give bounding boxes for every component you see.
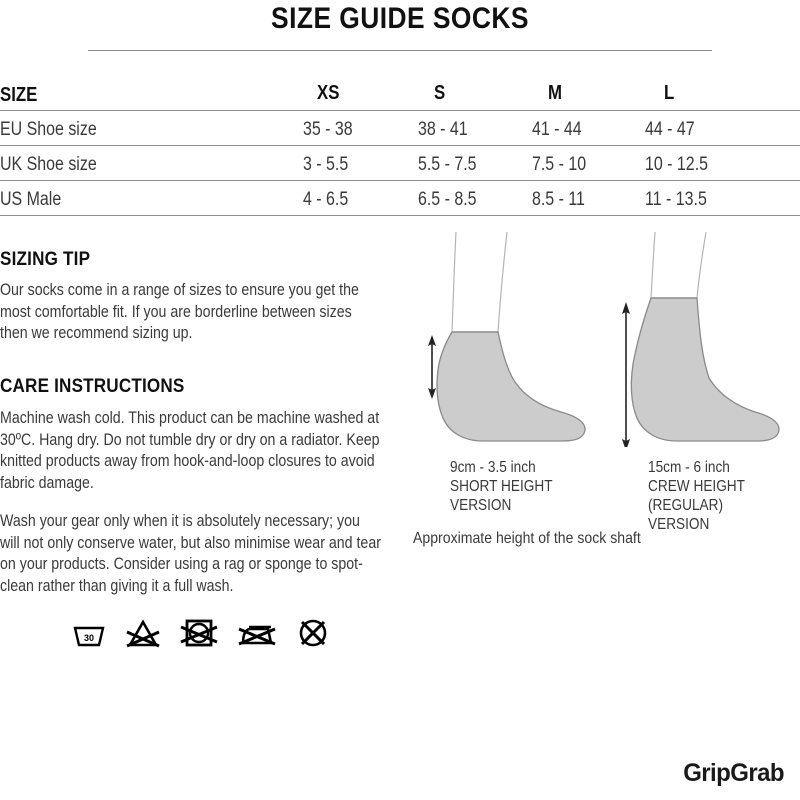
do-not-dry-clean-icon (296, 618, 330, 650)
table-rule-2 (0, 180, 800, 181)
sock-caption-short-name-2: VERSION (450, 497, 512, 514)
row-label-uk: UK Shoe size (0, 154, 97, 175)
brand-logo: GripGrab (683, 759, 784, 787)
table-rule-header (0, 110, 800, 111)
sock-shaft-note: Approximate height of the sock shaft (413, 530, 641, 547)
cell-uk-s: 5.5 - 7.5 (418, 154, 477, 175)
sizing-tip-body: Our socks come in a range of sizes to en… (0, 281, 359, 342)
sock-figure-crew (607, 231, 797, 452)
do-not-bleach-icon (125, 618, 161, 650)
sock-caption-short-measurement: 9cm - 3.5 inch (450, 459, 536, 476)
row-label-us: US Male (0, 189, 62, 210)
cell-eu-s: 38 - 41 (418, 119, 468, 140)
care-instructions-paragraph-1: Machine wash cold. This product can be m… (0, 409, 380, 492)
page-title: SIZE GUIDE SOCKS (271, 2, 529, 35)
sock-caption-crew-name-2: (REGULAR) VERSION (648, 497, 724, 533)
sizing-tip-heading: SIZING TIP (0, 249, 91, 270)
table-header-l: L (664, 82, 675, 104)
table-row: UK Shoe size 3 - 5.5 5.5 - 7.5 7.5 - 10 … (0, 147, 800, 181)
cell-us-s: 6.5 - 8.5 (418, 189, 477, 210)
cell-uk-xs: 3 - 5.5 (303, 154, 349, 175)
cell-us-xs: 4 - 6.5 (303, 189, 349, 210)
cell-us-l: 11 - 13.5 (645, 189, 707, 210)
height-arrow-short (428, 335, 436, 399)
table-row: US Male 4 - 6.5 6.5 - 8.5 8.5 - 11 11 - … (0, 182, 800, 216)
cell-uk-m: 7.5 - 10 (532, 154, 587, 175)
cell-eu-m: 41 - 44 (532, 119, 582, 140)
sock-caption-crew-measurement: 15cm - 6 inch (648, 459, 730, 476)
height-arrow-crew (622, 302, 630, 451)
table-header-s: S (434, 82, 446, 104)
wash-30-icon: 30 (72, 619, 106, 649)
table-header-size: SIZE (0, 84, 38, 106)
care-symbols-row: 30 (72, 618, 330, 650)
table-rule-bottom (0, 215, 800, 216)
table-rule-1 (0, 145, 800, 146)
care-instructions-paragraph-2: Wash your gear only when it is absolutel… (0, 512, 381, 595)
care-instructions-heading: CARE INSTRUCTIONS (0, 376, 185, 397)
do-not-iron-icon (237, 618, 277, 650)
cell-eu-l: 44 - 47 (645, 119, 695, 140)
sock-figure-short (413, 231, 603, 452)
wash-temperature-label: 30 (84, 633, 94, 643)
row-label-eu: EU Shoe size (0, 119, 97, 140)
table-header-xs: XS (317, 82, 340, 104)
table-header-row: SIZE XS S M L (0, 78, 800, 112)
title-divider (88, 50, 712, 51)
cell-us-m: 8.5 - 11 (532, 189, 585, 210)
cell-eu-xs: 35 - 38 (303, 119, 353, 140)
table-header-m: M (548, 82, 563, 104)
table-row: EU Shoe size 35 - 38 38 - 41 41 - 44 44 … (0, 112, 800, 146)
cell-uk-l: 10 - 12.5 (645, 154, 708, 175)
sock-caption-crew-name-1: CREW HEIGHT (648, 478, 745, 495)
sock-caption-short-name-1: SHORT HEIGHT (450, 478, 553, 495)
do-not-tumble-dry-icon (180, 618, 218, 650)
